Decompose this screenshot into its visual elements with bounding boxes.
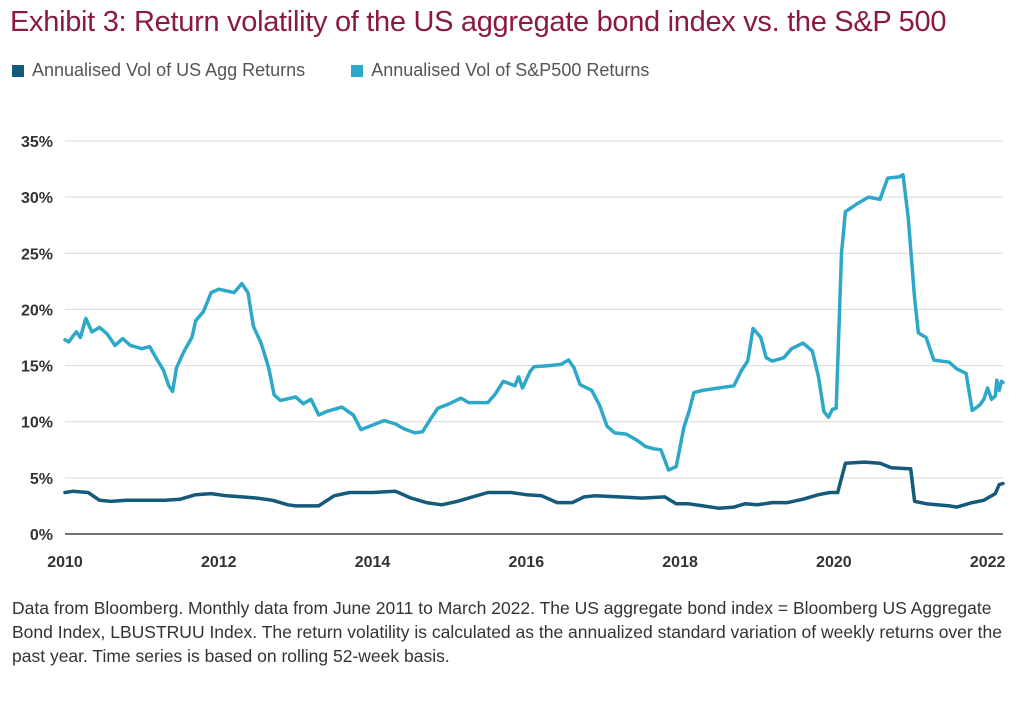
legend-swatch-us-agg (12, 64, 24, 77)
legend-label-us-agg: Annualised Vol of US Agg Returns (32, 60, 306, 80)
legend-swatch-sp500 (351, 64, 364, 77)
source-note: Data from Bloomberg. Monthly data from J… (12, 598, 1002, 666)
chart-title: Exhibit 3: Return volatility of the US a… (10, 6, 947, 38)
legend: Annualised Vol of US Agg Returns Annuali… (12, 60, 695, 81)
legend-item-us-agg: Annualised Vol of US Agg Returns (12, 60, 305, 81)
legend-item-sp500: Annualised Vol of S&P500 Returns (351, 60, 649, 81)
y-tick-label: 30% (21, 190, 53, 207)
series-line-sp500 (63, 172, 1005, 472)
y-tick-label: 35% (21, 134, 53, 151)
y-tick-label: 5% (30, 471, 53, 488)
x-tick-label: 2014 (355, 554, 391, 571)
y-tick-label: 15% (21, 359, 53, 376)
x-tick-label: 2022 (970, 554, 1006, 571)
x-tick-label: 2012 (201, 554, 237, 571)
x-tick-label: 2010 (47, 554, 83, 571)
legend-label-sp500: Annualised Vol of S&P500 Returns (371, 60, 650, 80)
series-line-us-agg (63, 460, 1005, 510)
x-tick-label: 2020 (816, 554, 852, 571)
x-tick-label: 2016 (509, 554, 545, 571)
y-tick-label: 0% (30, 527, 53, 544)
volatility-chart: 0% 5% 10% 15% 20% 25% 30% 35% 2010 2012 2014 2016 20… (21, 134, 1006, 571)
y-tick-label: 25% (21, 246, 53, 263)
y-tick-label: 20% (21, 302, 53, 319)
y-tick-label: 10% (21, 415, 53, 432)
x-tick-label: 2018 (662, 554, 698, 571)
